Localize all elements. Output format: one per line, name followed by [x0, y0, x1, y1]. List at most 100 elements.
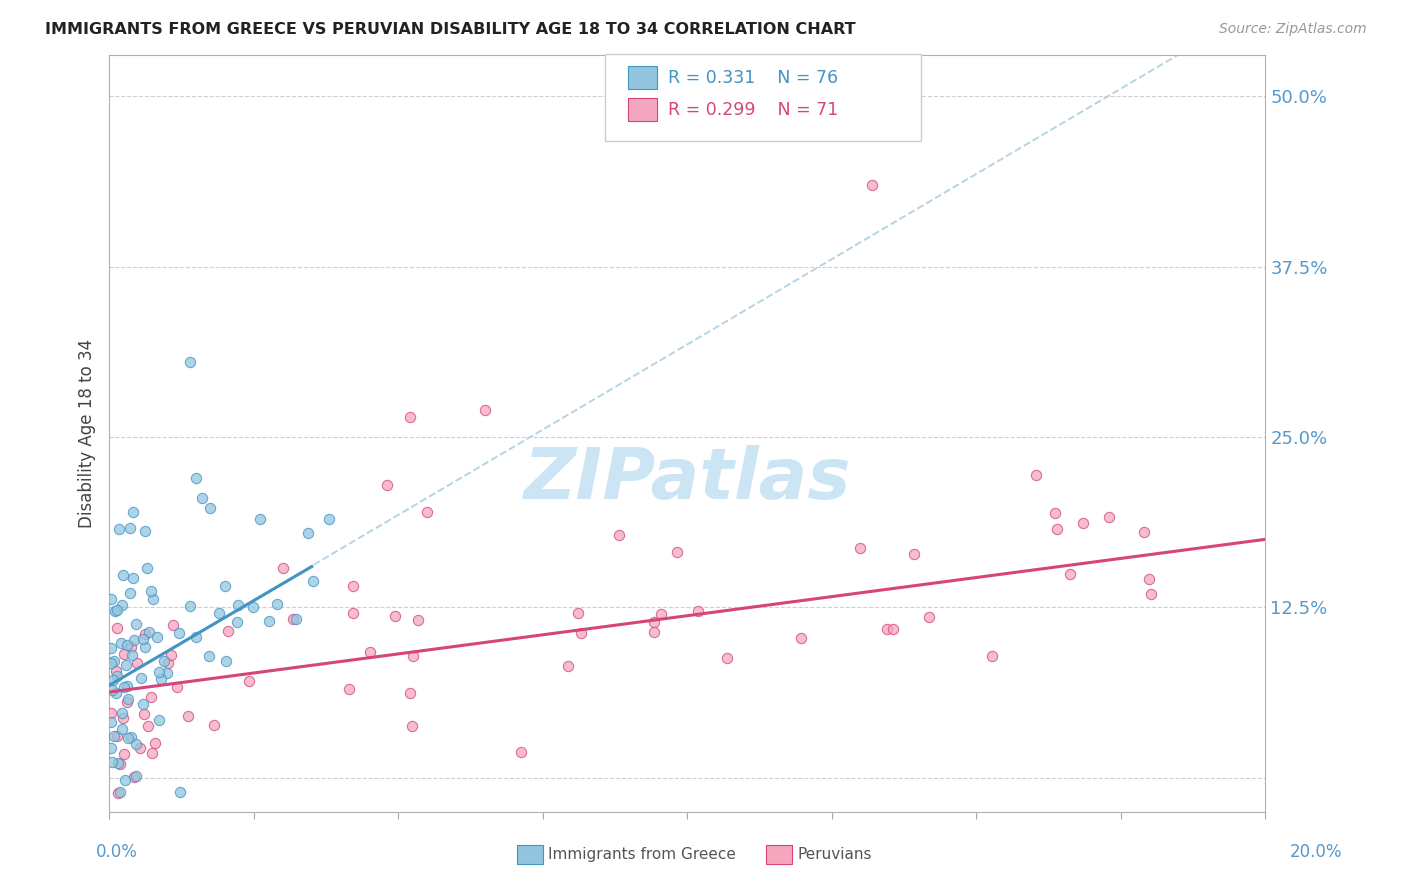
Point — [402, 648, 425, 663]
Point — [107, 786, 129, 800]
Point — [100, 591, 122, 606]
Point — [108, 523, 131, 537]
Point — [1140, 587, 1163, 601]
Point — [1071, 516, 1094, 530]
Point — [125, 617, 148, 632]
Point — [169, 784, 191, 798]
Point — [202, 717, 225, 731]
Point — [302, 574, 325, 589]
Point — [124, 769, 146, 783]
Point — [284, 612, 307, 626]
Point — [716, 651, 738, 665]
Point — [266, 597, 288, 611]
Point — [132, 632, 155, 646]
Point — [159, 648, 181, 663]
Point — [114, 658, 136, 673]
Point — [121, 505, 143, 519]
Point — [225, 615, 247, 629]
Point — [1059, 566, 1081, 581]
Text: 20.0%: 20.0% — [1291, 843, 1343, 861]
Point — [148, 665, 170, 679]
Point — [1133, 525, 1156, 540]
Point — [103, 729, 125, 743]
Point — [283, 612, 305, 626]
Point — [342, 578, 364, 592]
Point — [214, 579, 236, 593]
Point — [217, 624, 239, 638]
Point — [650, 607, 672, 622]
Point — [643, 615, 665, 630]
Point — [112, 647, 135, 661]
Point — [242, 600, 264, 615]
Point — [156, 656, 179, 670]
Point — [162, 618, 184, 632]
Point — [401, 719, 423, 733]
Point — [114, 681, 136, 695]
Point — [132, 697, 155, 711]
Point — [1045, 522, 1067, 536]
Point — [557, 659, 579, 673]
Point — [134, 524, 156, 538]
Point — [148, 713, 170, 727]
Point — [184, 630, 207, 644]
Point — [198, 500, 221, 515]
Point — [118, 521, 141, 535]
Text: Peruvians: Peruvians — [797, 847, 872, 862]
Text: IMMIGRANTS FROM GREECE VS PERUVIAN DISABILITY AGE 18 TO 34 CORRELATION CHART: IMMIGRANTS FROM GREECE VS PERUVIAN DISAB… — [45, 22, 856, 37]
Point — [510, 745, 533, 759]
Point — [122, 571, 145, 585]
Point — [103, 673, 125, 687]
Point — [101, 756, 124, 770]
Point — [375, 477, 398, 491]
Point — [100, 714, 122, 729]
Point — [105, 664, 128, 678]
Point — [665, 545, 688, 559]
Point — [903, 547, 925, 561]
Text: Source: ZipAtlas.com: Source: ZipAtlas.com — [1219, 22, 1367, 37]
Y-axis label: Disability Age 18 to 34: Disability Age 18 to 34 — [79, 339, 96, 528]
Text: R = 0.331    N = 76: R = 0.331 N = 76 — [668, 69, 838, 87]
Point — [918, 610, 941, 624]
Point — [127, 657, 149, 671]
Point — [1025, 468, 1047, 483]
Point — [112, 567, 135, 582]
Point — [125, 737, 148, 751]
Point — [115, 695, 138, 709]
Point — [155, 666, 177, 681]
Point — [226, 598, 249, 612]
Point — [112, 747, 135, 762]
Point — [105, 603, 128, 617]
Point — [249, 512, 271, 526]
Point — [862, 178, 884, 192]
Point — [198, 648, 221, 663]
Point — [118, 586, 141, 600]
Point — [179, 355, 201, 369]
Point — [416, 505, 439, 519]
Point — [141, 746, 163, 760]
Point — [981, 648, 1004, 663]
Point — [848, 541, 870, 556]
Point — [142, 591, 165, 606]
Point — [121, 648, 143, 662]
Point — [215, 654, 238, 668]
Point — [384, 608, 406, 623]
Point — [120, 730, 142, 744]
Point — [474, 402, 496, 417]
Point — [120, 640, 142, 654]
Point — [107, 621, 129, 635]
Point — [138, 719, 160, 733]
Point — [238, 674, 260, 689]
Point — [359, 645, 381, 659]
Text: ZIPatlas: ZIPatlas — [524, 444, 851, 514]
Point — [117, 692, 139, 706]
Point — [337, 681, 360, 696]
Point — [104, 686, 127, 700]
Point — [139, 584, 162, 599]
Point — [399, 409, 422, 424]
Point — [208, 606, 231, 620]
Point — [569, 625, 592, 640]
Text: Immigrants from Greece: Immigrants from Greece — [548, 847, 737, 862]
Point — [297, 526, 319, 541]
Point — [179, 599, 201, 614]
Point — [882, 622, 904, 636]
